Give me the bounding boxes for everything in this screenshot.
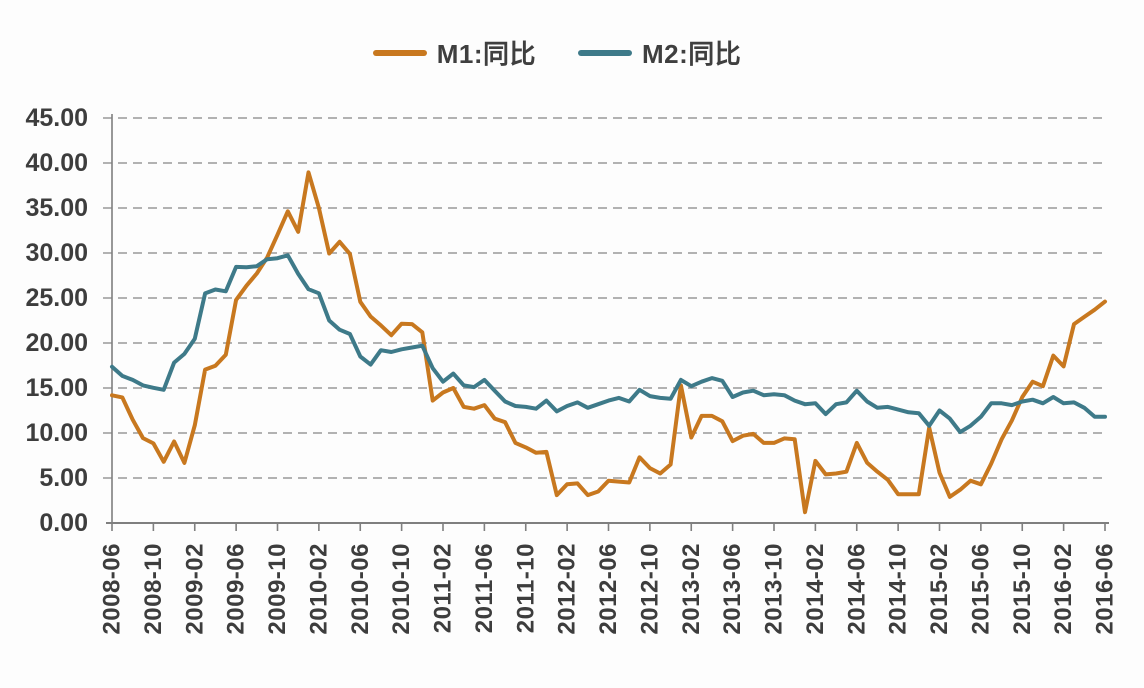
x-tick-label: 2014-02 xyxy=(802,543,829,635)
x-tick-label: 2016-06 xyxy=(1092,543,1119,635)
y-tick-label: 25.00 xyxy=(25,284,88,312)
x-tick-label: 2012-02 xyxy=(554,543,581,635)
m1-line-swatch-icon xyxy=(372,49,427,56)
chart-legend: M1:同比 M2:同比 xyxy=(0,34,1114,71)
x-tick-label: 2014-06 xyxy=(843,543,870,635)
x-tick-label: 2009-06 xyxy=(223,543,250,635)
y-tick-label: 45.00 xyxy=(25,104,88,132)
y-tick-label: 15.00 xyxy=(25,374,88,402)
x-tick-label: 2013-02 xyxy=(678,543,705,635)
legend-label-m2: M2:同比 xyxy=(642,39,742,69)
legend-item-m1: M1:同比 xyxy=(372,34,536,71)
y-tick-label: 0.00 xyxy=(39,509,88,537)
x-tick-label: 2013-10 xyxy=(761,543,788,635)
x-tick-label: 2013-06 xyxy=(719,543,746,635)
x-tick-label: 2010-06 xyxy=(347,543,374,635)
x-tick-label: 2012-10 xyxy=(636,543,663,635)
x-tick-label: 2014-10 xyxy=(885,543,912,635)
x-tick-label: 2012-06 xyxy=(595,543,622,635)
x-tick-label: 2011-06 xyxy=(471,543,498,633)
y-tick-label: 40.00 xyxy=(25,149,88,177)
x-tick-label: 2015-02 xyxy=(926,543,953,635)
legend-item-m2: M2:同比 xyxy=(578,34,741,71)
x-tick-label: 2010-02 xyxy=(305,543,332,635)
m2-line-swatch-icon xyxy=(578,49,632,56)
x-tick-label: 2009-10 xyxy=(264,543,291,635)
x-tick-label: 2011-02 xyxy=(430,543,457,633)
y-tick-label: 30.00 xyxy=(25,239,88,267)
series-line-m1 xyxy=(110,170,1107,515)
x-tick-label: 2008-10 xyxy=(140,543,167,635)
x-tick-label: 2011-10 xyxy=(512,543,539,633)
y-tick-label: 20.00 xyxy=(25,329,88,357)
x-tick-label: 2008-06 xyxy=(99,543,126,635)
y-tick-label: 5.00 xyxy=(39,464,88,492)
x-tick-label: 2010-10 xyxy=(388,543,415,635)
x-tick-label: 2009-02 xyxy=(181,543,208,635)
y-tick-label: 35.00 xyxy=(25,194,88,222)
x-tick-label: 2015-06 xyxy=(967,543,994,635)
x-tick-label: 2016-02 xyxy=(1050,543,1077,635)
y-tick-label: 10.00 xyxy=(25,419,88,447)
series-line-m2 xyxy=(110,253,1107,435)
x-tick-label: 2015-10 xyxy=(1009,543,1036,635)
legend-label-m1: M1:同比 xyxy=(436,39,536,69)
